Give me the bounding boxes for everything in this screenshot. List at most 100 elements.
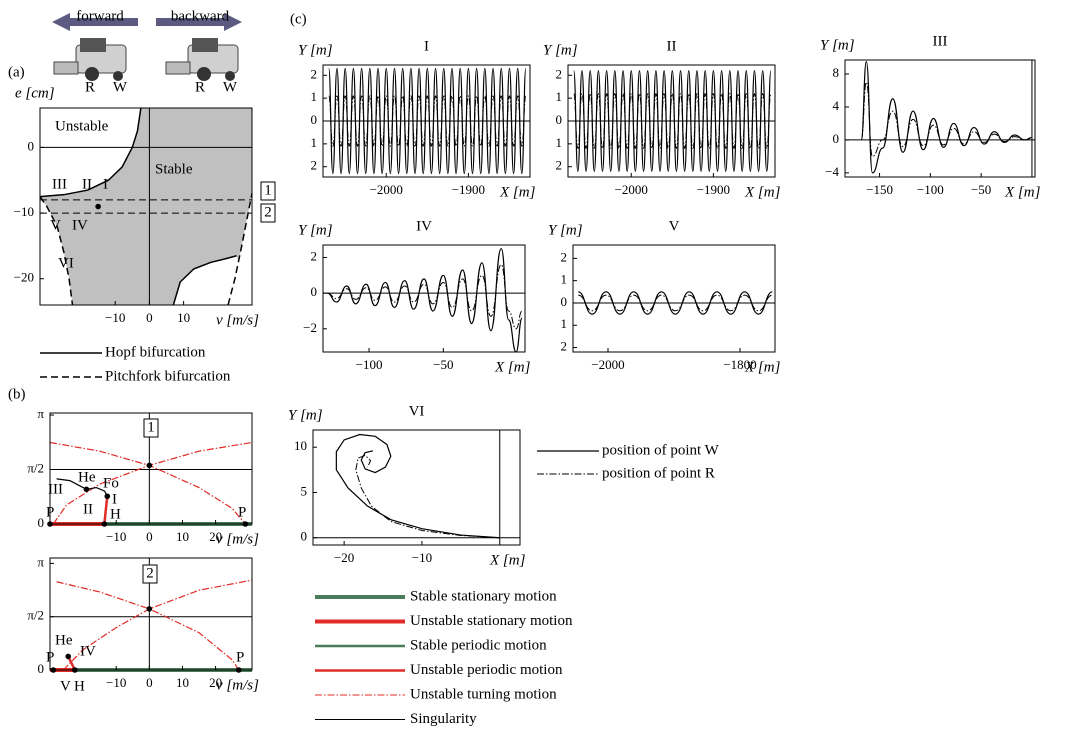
annotation: III: [52, 176, 67, 192]
x-axis-label: X [m]: [744, 184, 781, 200]
annotation: II: [82, 176, 92, 192]
x-tick-label: 10: [176, 675, 189, 690]
arrow-left: [52, 13, 138, 31]
y-axis-label: Y [m]: [543, 42, 578, 58]
label-box: [260, 181, 276, 201]
curve: [860, 81, 1032, 157]
curve: [573, 70, 772, 172]
annotation: II: [83, 501, 93, 517]
x-axis-label: v [m/s]: [216, 312, 259, 328]
x-axis-label: X [m]: [744, 359, 781, 375]
y-tick-label: 0: [301, 529, 308, 544]
chart-title: V: [669, 218, 680, 234]
frame: [322, 244, 526, 353]
x-tick-label: −10: [106, 529, 126, 544]
chart: −150 −100 −50 −4 0 4 8 III Y [m] X [m]: [820, 33, 1041, 200]
y-tick-label: −20: [14, 270, 34, 285]
y-tick-label: −2: [303, 320, 317, 335]
annotation: P: [238, 504, 246, 520]
annotation: P: [46, 504, 54, 520]
annotation: IV: [72, 217, 88, 233]
x-tick-label: −150: [866, 182, 893, 197]
frame: [49, 557, 253, 671]
legend-label: position of point R: [602, 465, 715, 481]
label-box: [260, 203, 276, 223]
chart-title: IV: [416, 218, 432, 234]
annotation: III: [48, 481, 63, 497]
curve: [578, 291, 773, 315]
y-tick-label: 2: [556, 66, 563, 81]
boxed-label: 2: [146, 565, 154, 581]
y-tick-label: 1: [556, 89, 563, 104]
curve: [39, 107, 142, 198]
x-tick-label: −20: [334, 550, 354, 565]
curve: [103, 496, 109, 525]
x-tick-label: 0: [146, 529, 153, 544]
x-tick-label: 0: [146, 675, 153, 690]
chart: −2000 −1900 2 1 0 1 2 I Y [m] X [m]: [298, 38, 536, 200]
y-axis-label: Y [m]: [288, 407, 323, 423]
y-tick-label: −4: [825, 164, 839, 179]
point: [83, 486, 90, 493]
chart: −100 −50 2 0 −2 IV Y [m] X [m]: [298, 218, 531, 375]
curve: [172, 255, 237, 306]
point-label: W: [113, 79, 128, 95]
annotation: H: [74, 678, 85, 694]
point-label: R: [85, 79, 95, 95]
y-tick-label: 2: [311, 158, 318, 173]
curve: [49, 441, 246, 525]
curve: [52, 441, 253, 525]
y-tick-label: π: [37, 554, 44, 569]
y-tick-label: 0: [556, 112, 563, 127]
chart: −20 −10 0 5 10 VI Y [m] X [m] position of point …: [288, 403, 720, 568]
curve: [227, 193, 253, 306]
y-tick-label: 1: [311, 135, 318, 150]
point-label: R: [195, 79, 205, 95]
curve: [327, 264, 523, 330]
panel-label: (b): [8, 386, 26, 402]
y-tick-label: π/2: [27, 608, 44, 623]
panel-label: (a): [8, 64, 25, 80]
y-tick-label: 2: [311, 66, 318, 81]
chart-title: VI: [409, 403, 425, 419]
frame: [49, 412, 253, 525]
y-tick-label: π: [37, 406, 44, 421]
x-tick-label: 20: [209, 675, 222, 690]
arrow-right: [156, 13, 242, 31]
y-tick-label: 1: [311, 89, 318, 104]
curve: [355, 454, 500, 539]
annotation: P: [236, 649, 244, 665]
y-axis-label: Y [m]: [298, 42, 333, 58]
x-axis-label: X [m]: [489, 552, 526, 568]
x-tick-label: 0: [146, 310, 153, 325]
legend-label: Unstable turning motion: [410, 686, 557, 702]
frame: [312, 429, 521, 546]
annotation: VI: [58, 255, 74, 271]
legend-label: position of point W: [602, 442, 720, 458]
arrow-label: forward: [76, 8, 124, 24]
y-tick-label: 0: [311, 284, 318, 299]
curve: [335, 433, 500, 539]
x-tick-label: −100: [356, 357, 383, 372]
x-axis-label: X [m]: [494, 359, 531, 375]
x-tick-label: −2000: [615, 182, 648, 197]
legend-label: Pitchfork bifurcation: [105, 368, 231, 384]
y-tick-label: 2: [556, 158, 563, 173]
curve: [39, 196, 74, 306]
point: [146, 606, 153, 612]
annotation: IV: [80, 643, 96, 659]
annotation: V: [60, 678, 71, 694]
y-axis-label: Y [m]: [548, 222, 583, 238]
x-tick-label: 10: [177, 310, 190, 325]
chart-title: III: [933, 33, 948, 49]
legend-label: Stable periodic motion: [410, 637, 547, 653]
annotation: I: [103, 176, 108, 192]
harvester: [53, 38, 127, 81]
x-tick-label: −1900: [452, 182, 485, 197]
annotation: Fo: [103, 475, 119, 491]
x-tick-label: −50: [433, 357, 453, 372]
x-axis-label: X [m]: [499, 184, 536, 200]
annotation: Stable: [155, 161, 193, 177]
annotation: H: [110, 506, 121, 522]
